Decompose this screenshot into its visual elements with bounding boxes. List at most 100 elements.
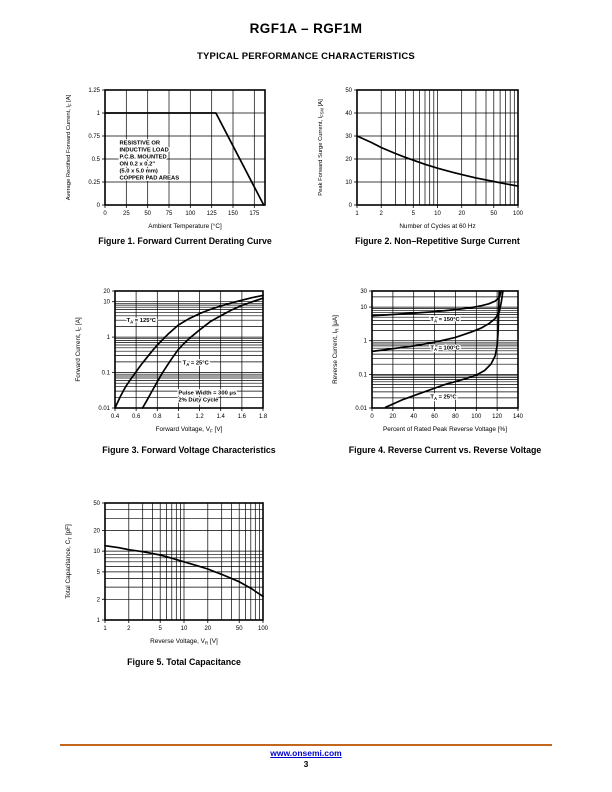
plot-frame — [104, 89, 266, 206]
y-tick-labels: 0 10 20 30 40 50 — [345, 88, 357, 209]
svg-text:60: 60 — [431, 414, 438, 420]
annotations: TA = 125°C TA = 25°C Pulse Width = 300 μs2… — [125, 317, 237, 405]
load-note: INDUCTIVE LOAD — [120, 147, 169, 153]
svg-text:10: 10 — [434, 211, 441, 217]
series-curves — [104, 544, 264, 598]
svg-text:20: 20 — [458, 211, 465, 217]
y-tick-labels: 0.01 0.1 1 10 30 — [355, 289, 372, 412]
grid-lines — [114, 290, 264, 409]
y-tick-labels: 0.01 0.1 1 10 20 — [98, 289, 115, 412]
svg-text:50: 50 — [236, 626, 243, 632]
series-ta-25c — [141, 297, 264, 409]
svg-text:75: 75 — [166, 211, 173, 217]
pulse-note: 2% Duty Cycle — [178, 398, 219, 404]
svg-text:40: 40 — [410, 414, 417, 420]
svg-text:1: 1 — [355, 211, 359, 217]
svg-text:80: 80 — [452, 414, 459, 420]
y-tick-labels: 1 2 5 10 20 50 — [93, 501, 105, 624]
svg-text:5: 5 — [159, 626, 163, 632]
y-axis-label: Forward Current, IF [A] — [75, 317, 83, 381]
svg-text:5: 5 — [97, 570, 101, 576]
svg-text:20: 20 — [103, 289, 110, 295]
svg-text:1: 1 — [97, 111, 101, 117]
svg-text:100: 100 — [513, 211, 524, 217]
svg-text:1: 1 — [107, 335, 111, 341]
load-note: RESISTIVE OR — [120, 140, 161, 146]
svg-text:50: 50 — [93, 501, 100, 507]
svg-text:0.5: 0.5 — [92, 157, 101, 163]
figure-3-caption: Figure 3. Forward Voltage Characteristic… — [102, 445, 276, 455]
figure-5-caption: Figure 5. Total Capacitance — [127, 657, 241, 667]
series-curves — [114, 294, 264, 409]
svg-text:40: 40 — [345, 111, 352, 117]
y-tick-labels: 0 0.25 0.5 0.75 1 1.25 — [88, 88, 105, 209]
svg-text:100: 100 — [471, 414, 482, 420]
load-note: P.C.B. MOUNTED — [120, 154, 167, 160]
series-ta-125c — [114, 294, 264, 409]
svg-text:1: 1 — [97, 618, 101, 624]
svg-text:25: 25 — [123, 211, 130, 217]
svg-text:0: 0 — [97, 203, 101, 209]
series-ta-150c — [371, 290, 503, 317]
svg-text:0.75: 0.75 — [88, 134, 100, 140]
figure-4-caption: Figure 4. Reverse Current vs. Reverse Vo… — [348, 445, 542, 455]
onsemi-link[interactable]: www.onsemi.com — [270, 748, 342, 758]
svg-text:30: 30 — [360, 289, 367, 295]
x-axis-label: Forward Voltage, VF [V] — [156, 426, 223, 434]
svg-text:20: 20 — [204, 626, 211, 632]
x-axis-label: Number of Cycles at 60 Hz — [399, 223, 475, 230]
svg-text:100: 100 — [258, 626, 269, 632]
svg-text:2: 2 — [380, 211, 384, 217]
x-tick-labels: 1 2 5 10 20 50 100 — [103, 620, 269, 632]
footer-rule — [60, 744, 552, 746]
load-note: (5.0 x 5.0 mm) — [120, 168, 158, 174]
svg-text:0.4: 0.4 — [111, 414, 120, 420]
svg-text:1.2: 1.2 — [195, 414, 204, 420]
svg-text:120: 120 — [492, 414, 503, 420]
svg-text:0.25: 0.25 — [88, 180, 100, 186]
svg-text:0.8: 0.8 — [153, 414, 162, 420]
load-note: COPPER PAD AREAS — [120, 175, 180, 181]
figure-1: 0 25 50 75 100 125 150 175 0 0.25 0.5 0.75 1 1.25 RESI… — [55, 82, 295, 252]
figure-1-chart: 0 25 50 75 100 125 150 175 0 0.25 0.5 0.75 1 1.25 RESI… — [66, 88, 266, 230]
svg-text:10: 10 — [93, 549, 100, 555]
svg-text:150: 150 — [228, 211, 239, 217]
x-tick-labels: 0.4 0.6 0.8 1 1.2 1.4 1.6 1.8 — [111, 408, 268, 420]
figure-4: 0 20 40 60 80 100 120 140 0.01 0.1 1 10 30 TA = 150°C… — [308, 283, 548, 461]
section-title: TYPICAL PERFORMANCE CHARACTERISTICS — [197, 51, 415, 62]
label-25c: TA = 25°C — [183, 360, 210, 367]
svg-text:20: 20 — [345, 157, 352, 163]
doc-title: RGF1A – RGF1M — [249, 21, 363, 36]
y-axis-label: Total Capacitance, CT [pF] — [65, 524, 73, 599]
label-25c: TA = 25°C — [430, 395, 457, 402]
figure-3-chart: 0.4 0.6 0.8 1 1.2 1.4 1.6 1.8 0.01 0.1 1 10 20 TA = 1… — [75, 289, 268, 434]
load-note: ON 0.2 x 0.2" — [120, 161, 156, 167]
x-axis-label: Reverse Voltage, VR [V] — [150, 638, 218, 646]
svg-text:2: 2 — [127, 626, 131, 632]
plot-frame — [371, 290, 519, 409]
x-axis-label: Ambient Temperature [°C] — [148, 222, 222, 230]
svg-text:0.01: 0.01 — [98, 406, 110, 412]
series-curves — [371, 290, 504, 409]
label-150c: TA = 150°C — [430, 317, 460, 324]
svg-text:1.6: 1.6 — [238, 414, 247, 420]
series-curves — [104, 112, 265, 206]
svg-text:50: 50 — [490, 211, 497, 217]
figure-1-caption: Figure 1. Forward Current Derating Curve — [98, 236, 272, 246]
svg-text:0: 0 — [349, 203, 353, 209]
x-tick-labels: 1 2 5 10 20 50 100 — [355, 205, 524, 217]
series-curves — [356, 135, 519, 187]
svg-text:30: 30 — [345, 134, 352, 140]
y-axis-label: Reverse Current, IR [μA] — [332, 315, 340, 384]
svg-text:10: 10 — [103, 300, 110, 306]
svg-text:175: 175 — [249, 211, 260, 217]
svg-text:0: 0 — [370, 414, 374, 420]
svg-text:1: 1 — [103, 626, 107, 632]
figure-5-chart: 1 2 5 10 20 50 100 1 2 5 10 20 50 Reverse Voltage, VR… — [65, 501, 269, 646]
x-tick-labels: 0 20 40 60 80 100 120 140 — [370, 408, 524, 420]
svg-text:50: 50 — [144, 211, 151, 217]
svg-text:20: 20 — [390, 414, 397, 420]
svg-text:10: 10 — [360, 305, 367, 311]
